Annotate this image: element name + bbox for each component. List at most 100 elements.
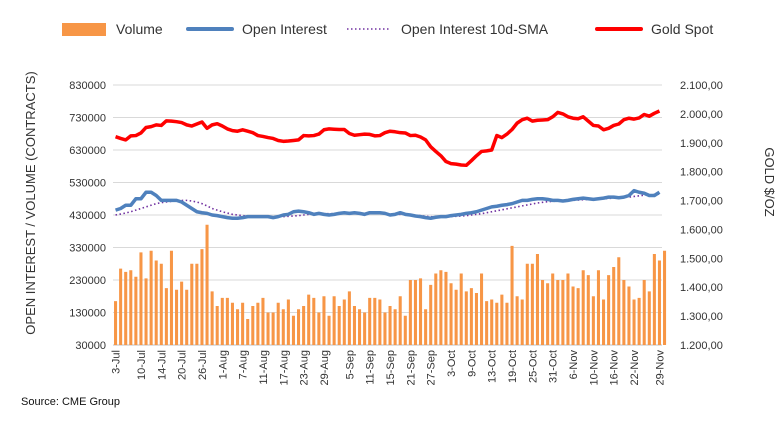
volume-bar xyxy=(180,281,184,346)
x-ticks: 3-Jul 10-Jul 14-Jul 20-Jul 26-Jul 1-Aug 7-Aug 1… xyxy=(111,350,667,386)
volume-bar xyxy=(388,306,392,345)
x-tick-label: 29-Aug xyxy=(319,350,331,385)
y-right-tick-label: 1.200,00 xyxy=(680,340,723,352)
volume-bar xyxy=(510,245,514,346)
volume-bar xyxy=(424,309,428,345)
y-right-tick-label: 1.700,00 xyxy=(680,196,723,208)
volume-bar xyxy=(444,271,448,346)
volume-bar xyxy=(373,297,377,346)
volume-bar xyxy=(642,280,646,345)
volume-bar xyxy=(246,319,250,345)
volume-bar xyxy=(612,267,616,345)
volume-bar xyxy=(480,273,484,345)
x-tick-label: 10-Nov xyxy=(588,350,600,386)
volume-bar xyxy=(302,306,306,345)
volume-bar xyxy=(225,297,229,346)
volume-bar xyxy=(256,302,260,345)
volume-bar xyxy=(251,306,255,345)
volume-bar xyxy=(322,296,326,345)
volume-bar xyxy=(561,280,565,345)
x-tick-label: 16-Nov xyxy=(609,350,621,386)
volume-bar xyxy=(429,284,433,346)
volume-bar xyxy=(505,302,509,345)
volume-bar xyxy=(363,312,367,345)
x-tick-label: 11-Sep xyxy=(365,350,377,385)
volume-bar xyxy=(596,270,600,345)
volume-bar xyxy=(241,302,245,345)
volume-bar xyxy=(419,278,423,346)
x-tick-label: 14-Jul xyxy=(156,350,168,380)
x-tick-label: 3-Jul xyxy=(111,350,123,374)
x-tick-label: 21-Sep xyxy=(405,350,417,385)
x-tick-label: 23-Aug xyxy=(299,350,311,385)
volume-bar xyxy=(190,263,194,345)
volume-bar xyxy=(464,291,468,346)
y-left-tick-label: 730000 xyxy=(69,113,106,125)
y-right-tick-label: 1.900,00 xyxy=(680,138,723,150)
volume-bar xyxy=(602,299,606,345)
y-left-tick-label: 630000 xyxy=(69,145,106,157)
volume-bar xyxy=(114,301,118,346)
volume-bar xyxy=(530,263,534,345)
volume-bar xyxy=(149,250,153,345)
volume-bar xyxy=(657,260,661,345)
volume-bar xyxy=(398,296,402,345)
volume-bar xyxy=(378,299,382,345)
volume-bar xyxy=(515,296,519,345)
x-tick-label: 3-Oct xyxy=(446,350,458,377)
x-tick-label: 6-Nov xyxy=(568,350,580,380)
volume-bar xyxy=(236,309,240,345)
y-left-tick-label: 530000 xyxy=(69,178,106,190)
volume-bar xyxy=(297,309,301,345)
volume-bar xyxy=(576,288,580,346)
volume-bar xyxy=(591,296,595,345)
y-left-tick-label: 330000 xyxy=(69,243,106,255)
x-tick-label: 1-Aug xyxy=(217,350,229,379)
x-tick-label: 22-Nov xyxy=(629,350,641,386)
volume-bar xyxy=(175,289,179,345)
volume-bar xyxy=(622,280,626,345)
volume-bar xyxy=(607,275,611,346)
volume-bar xyxy=(495,302,499,345)
x-tick-label: 29-Nov xyxy=(654,350,666,386)
x-tick-label: 27-Sep xyxy=(426,350,438,385)
volume-bar xyxy=(647,291,651,346)
volume-bar xyxy=(586,275,590,346)
y-right-tick-label: 2.100,00 xyxy=(680,80,723,92)
volume-bar xyxy=(469,288,473,346)
volume-bar xyxy=(307,294,311,346)
volume-bar xyxy=(632,299,636,345)
volume-bar xyxy=(525,263,529,345)
volume-bar xyxy=(459,273,463,345)
volume-bar xyxy=(408,280,412,345)
volume-bar xyxy=(546,283,550,345)
y-left-tick-label: 130000 xyxy=(69,308,106,320)
volume-bar xyxy=(159,263,163,345)
volume-bar xyxy=(332,296,336,345)
y-right-tick-label: 1.500,00 xyxy=(680,253,723,265)
volume-bar xyxy=(368,297,372,346)
volume-bar xyxy=(317,312,321,345)
volume-bar xyxy=(652,254,656,345)
volume-bar xyxy=(312,297,316,346)
volume-bar xyxy=(541,280,545,345)
volume-bar xyxy=(439,270,443,345)
y-right-tick-label: 1.600,00 xyxy=(680,224,723,236)
open-interest-line xyxy=(115,188,661,220)
y-right-ticks: 1.200,00 1.300,00 1.400,00 1.500,00 1.600,00… xyxy=(680,80,723,352)
x-tick-label: 13-Oct xyxy=(487,350,499,383)
volume-bar xyxy=(266,312,270,345)
volume-bar xyxy=(352,306,356,345)
volume-bar xyxy=(535,254,539,345)
x-tick-label: 17-Aug xyxy=(278,350,290,385)
volume-bar xyxy=(413,280,417,345)
volume-bar xyxy=(129,270,133,345)
volume-bar xyxy=(195,263,199,345)
y-left-tick-label: 830000 xyxy=(69,80,106,92)
volume-bar xyxy=(383,312,387,345)
volume-bar xyxy=(286,299,290,345)
x-tick-label: 5-Sep xyxy=(344,350,356,379)
volume-bar xyxy=(551,273,555,345)
volume-bar xyxy=(185,289,189,345)
